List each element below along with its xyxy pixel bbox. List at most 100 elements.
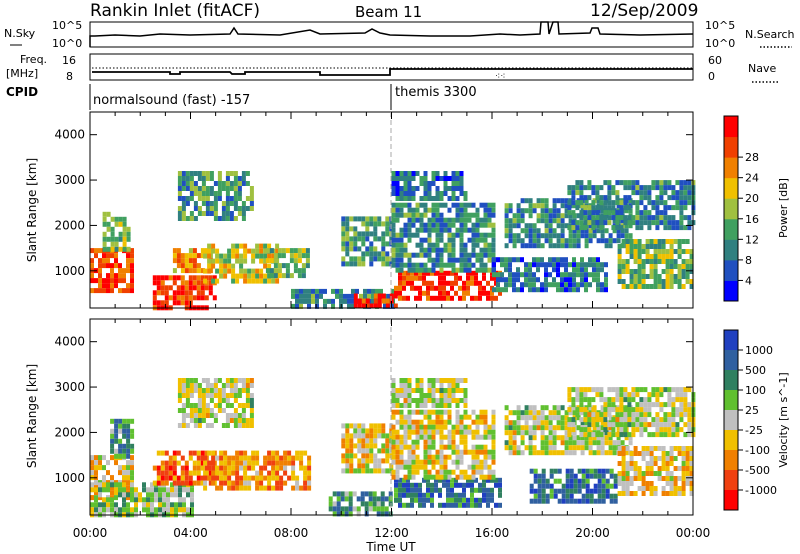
- power-cell: [160, 285, 165, 291]
- power-cell: [571, 185, 576, 191]
- velocity-cell: [600, 445, 605, 451]
- velocity-cell: [579, 432, 584, 438]
- power-cell: [341, 231, 346, 237]
- velocity-cell: [575, 392, 580, 398]
- velocity-cell: [213, 388, 218, 393]
- velocity-cell: [673, 476, 678, 481]
- velocity-cell: [188, 455, 193, 461]
- power-cell: [315, 298, 319, 304]
- velocity-cell: [455, 474, 460, 480]
- velocity-cell: [544, 405, 549, 411]
- velocity-cell: [357, 458, 362, 464]
- power-cell: [361, 251, 366, 257]
- power-cell: [669, 264, 674, 269]
- power-cell: [556, 272, 560, 278]
- power-cell: [487, 242, 492, 248]
- velocity-cell: [122, 487, 126, 493]
- cpid-label: CPID: [6, 85, 38, 99]
- power-cell: [629, 239, 634, 244]
- velocity-cell: [391, 393, 396, 398]
- power-cell: [471, 252, 476, 258]
- power-cell: [229, 171, 234, 176]
- power-cell: [620, 228, 625, 234]
- power-cell: [459, 247, 464, 253]
- velocity-cell: [365, 433, 370, 439]
- power-cell: [439, 176, 444, 181]
- velocity-cell: [675, 432, 680, 438]
- velocity-cell: [483, 474, 488, 480]
- velocity-cell: [403, 388, 408, 393]
- power-cell: [403, 196, 408, 201]
- power-cell: [391, 186, 396, 191]
- velocity-y-tick-label: 2000: [54, 425, 85, 439]
- power-heatmap: [90, 171, 696, 311]
- velocity-cell: [156, 450, 161, 456]
- power-cell: [267, 243, 272, 249]
- velocity-cell: [463, 403, 468, 408]
- velocity-cell: [478, 487, 482, 493]
- velocity-cell: [291, 460, 296, 466]
- velocity-cell: [118, 423, 123, 429]
- power-cell: [102, 253, 106, 259]
- power-cell: [407, 217, 412, 223]
- velocity-cell: [415, 454, 420, 460]
- power-cell: [625, 264, 630, 269]
- power-cell: [315, 293, 319, 299]
- power-cell: [363, 293, 367, 299]
- velocity-cell: [615, 407, 620, 413]
- velocity-cell: [540, 445, 545, 451]
- power-cell: [663, 215, 668, 221]
- power-cell: [351, 288, 355, 294]
- velocity-cell: [689, 491, 694, 496]
- velocity-cell: [617, 481, 622, 486]
- velocity-cell: [498, 482, 502, 488]
- velocity-cell: [490, 492, 494, 498]
- velocity-cell: [122, 470, 126, 476]
- velocity-cell: [639, 402, 644, 408]
- velocity-cell: [380, 506, 385, 512]
- velocity-cell: [439, 469, 444, 475]
- power-cell: [492, 267, 496, 273]
- velocity-cell: [353, 423, 358, 429]
- power-cell: [524, 267, 528, 273]
- power-cell: [196, 285, 201, 291]
- velocity-cell: [625, 491, 630, 496]
- power-cell: [291, 303, 295, 309]
- velocity-cell: [651, 417, 656, 423]
- power-cell: [443, 247, 448, 253]
- velocity-cell: [600, 420, 605, 426]
- power-cell: [381, 231, 386, 237]
- power-cell: [299, 303, 303, 309]
- velocity-cell: [90, 495, 94, 501]
- velocity-cell: [233, 393, 238, 398]
- power-cell: [126, 288, 130, 294]
- power-cell: [447, 237, 452, 243]
- power-cell: [637, 284, 642, 289]
- velocity-cell: [345, 433, 350, 439]
- velocity-cell: [403, 378, 408, 383]
- velocity-cell: [385, 453, 390, 459]
- power-cell: [383, 303, 387, 309]
- power-cell: [110, 216, 115, 222]
- power-cell: [221, 206, 226, 211]
- velocity-cell: [205, 383, 210, 388]
- power-cell: [126, 253, 130, 259]
- velocity-cell: [659, 392, 664, 398]
- power-cell: [458, 295, 462, 301]
- power-cell: [357, 298, 362, 304]
- power-cell: [669, 274, 674, 279]
- power-cell: [118, 263, 122, 269]
- power-cell: [160, 275, 165, 281]
- velocity-cell: [423, 449, 428, 455]
- power-cell: [403, 252, 408, 258]
- power-cell: [439, 267, 444, 273]
- power-cell: [156, 290, 161, 296]
- power-cell: [455, 186, 460, 191]
- velocity-cell: [356, 511, 361, 517]
- power-cell: [303, 293, 307, 299]
- velocity-cell: [575, 387, 580, 393]
- velocity-cell: [471, 434, 476, 440]
- power-cell: [184, 263, 189, 269]
- power-cell: [106, 253, 110, 259]
